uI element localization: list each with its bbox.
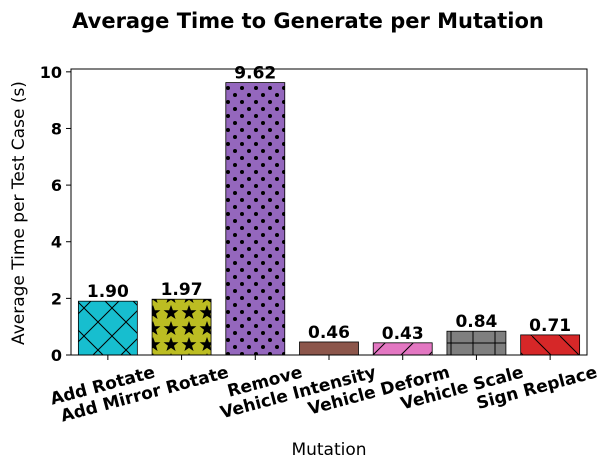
y-tick-label-6: 6 [51,176,62,195]
data-label-vehicle-intensity: 0.46 [308,323,350,343]
data-label-vehicle-scale: 0.84 [455,312,497,332]
y-tick-label-4: 4 [51,233,62,252]
x-axis-label: Mutation [291,440,366,460]
bar-hatch-vehicle-scale [446,331,506,355]
bar-fill-vehicle-intensity [299,341,359,355]
data-label-add-rotate: 1.90 [87,282,129,302]
data-label-sign-replace: 0.71 [529,316,571,336]
y-axis-label: Average Time per Test Case (s) [9,81,29,345]
y-tick-label-0: 0 [51,346,62,365]
data-label-remove: 9.62 [234,64,276,84]
bar-sign-replace [520,334,581,356]
bar-hatch-add-rotate [78,301,138,355]
data-label-add-mirror-rotate: 1.97 [161,280,203,300]
bars-layer [77,82,581,356]
bar-hatch-remove [225,82,285,356]
y-tick-label-2: 2 [51,289,62,308]
bar-vehicle-intensity [299,341,359,356]
bar-add-rotate [77,300,138,356]
bar-remove [225,82,286,356]
bar-vehicle-scale [446,330,507,356]
bar-vehicle-deform [372,342,433,356]
y-tick-label-10: 10 [40,63,62,82]
y-tick-label-8: 8 [51,119,62,138]
bar-hatch-sign-replace [520,334,580,355]
data-label-vehicle-deform: 0.43 [382,324,424,344]
plot-frame [70,68,588,356]
bar-add-mirror-rotate [151,298,212,356]
bar-hatch-add-mirror-rotate [152,299,212,355]
y-axis: 0 2 4 6 8 10 [40,63,71,365]
chart-title: Average Time to Generate per Mutation [72,9,544,33]
bar-hatch-vehicle-deform [373,342,433,355]
